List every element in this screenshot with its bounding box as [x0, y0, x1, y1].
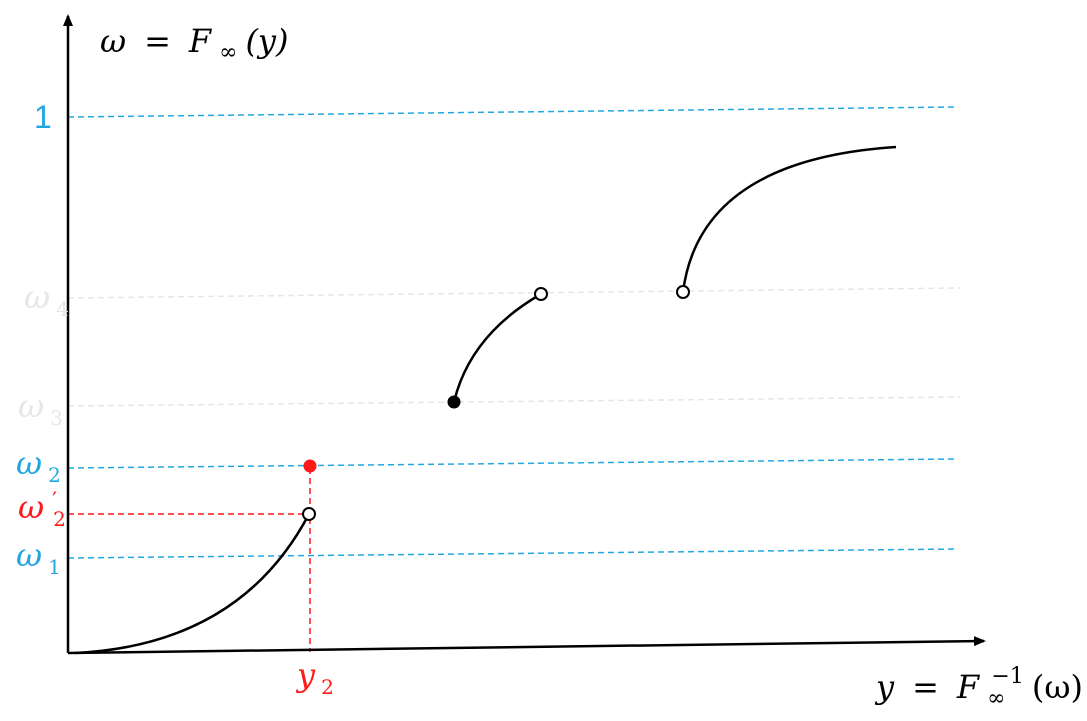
y-axis-label: ω = F ∞ (y) [100, 22, 288, 66]
guide-line-omega2 [67, 458, 956, 469]
guide-line-1 [67, 106, 956, 118]
guide-line-omega3 [67, 396, 961, 407]
guide-line-omega1 [67, 548, 959, 559]
label-omega2: ω 2 [16, 444, 61, 487]
curve-segment-1 [74, 513, 311, 655]
label-omega1: ω 1 [16, 536, 61, 579]
red-dot-omega2 [303, 459, 317, 473]
curve-segment-2 [452, 292, 542, 403]
curve-segment-3 [681, 145, 897, 293]
label-omega3: ω 3 [18, 387, 63, 430]
label-one: 1 [34, 99, 52, 135]
label-y2: y 2 [295, 656, 334, 699]
x-axis [67, 636, 986, 655]
x-axis-label: y = F ∞ −1 (ω) [874, 654, 1083, 712]
open-dot-segment3-start [676, 285, 690, 299]
filled-dot-omega3 [447, 395, 461, 409]
open-dot-omega2-prime [302, 507, 316, 521]
guide-line-omega4 [67, 287, 961, 299]
label-omega2-prime: ω ′ 2 [18, 479, 66, 531]
open-dot-segment2-end [534, 287, 548, 301]
label-omega4: ω 4 [24, 278, 69, 321]
